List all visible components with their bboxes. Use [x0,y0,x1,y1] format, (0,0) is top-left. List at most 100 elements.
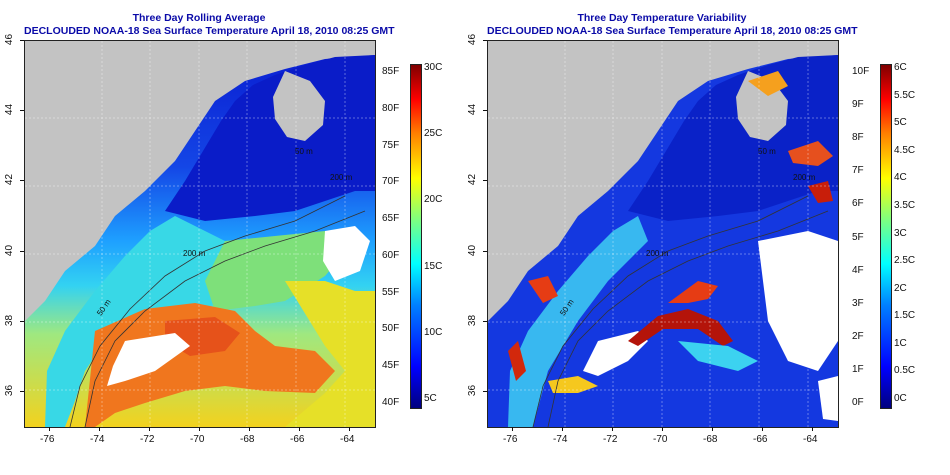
colorbar-c-label: 20C [424,194,443,206]
y-tick-label: 46 [4,33,16,46]
y-tick-label: 46 [467,33,479,46]
cloud-mask-2 [758,231,838,371]
colorbar-f-label: 75F [382,139,400,151]
x-tick-label: -74 [90,434,105,445]
y-tick-label: 36 [4,384,16,396]
colorbar-c-label: 25C [424,128,443,140]
x-tick-label: -64 [803,434,818,445]
x-tick-label: -72 [603,434,618,445]
colorbar-c-label: 2.5C [894,255,916,267]
x-tick [562,427,563,431]
slope-water [205,231,355,311]
x-tick [299,427,300,431]
offshore-warm [285,281,375,427]
cloud-mask-3 [818,376,838,421]
y-tick-label: 38 [467,314,479,326]
y-tick [483,180,487,182]
y-tick-label: 36 [467,384,479,396]
colorbar-f-label: 65F [382,213,400,225]
front-5 [528,276,558,303]
contour-200m [84,210,366,427]
cloud-mask-2 [323,226,370,281]
right-map-title: Three Day Temperature Variability [577,12,747,24]
front-4 [808,181,833,203]
x-tick-label: -66 [290,434,305,445]
front-3 [788,141,833,166]
x-tick-label: -68 [703,434,718,445]
colorbar-f-label: 10F [852,66,870,77]
y-tick [483,390,487,392]
y-tick [20,250,24,252]
colorbar-c-label: 5.5C [894,89,916,101]
colorbar-c-label: 0C [894,393,907,404]
y-tick [483,250,487,252]
front-8 [748,71,788,96]
left-map-subtitle: DECLOUDED NOAA-18 Sea Surface Temperatur… [24,25,395,37]
x-tick-label: -76 [503,434,518,445]
cloud-mask [107,333,190,386]
sst-variability-map: 200 m 50 m 200 m 50 m [487,40,839,428]
x-tick [99,427,100,431]
front-9 [678,341,758,371]
x-tick-label: -66 [753,434,768,445]
y-tick-label: 42 [467,174,479,186]
x-tick [512,427,513,431]
colorbar-c-label: 5C [894,117,907,129]
front-7 [548,376,598,393]
x-tick [149,427,150,431]
colorbar-c-label: 5C [424,393,437,404]
colorbar-f-label: 2F [852,330,864,342]
colorbar-f-label: 3F [852,297,864,309]
left-contour-label-3: 200 m [330,173,353,182]
right-contour-label-3: 200 m [793,173,816,182]
colorbar-f-label: 45F [382,360,400,372]
y-tick-label: 42 [4,174,16,186]
y-tick-label: 44 [467,104,479,116]
colorbar-c-label: 30C [424,62,443,73]
x-tick [612,427,613,431]
colorbar-f-label: 0F [852,397,864,408]
colorbar-f-label: 40F [382,397,400,408]
colorbar-f-label: 55F [382,286,400,298]
y-tick-label: 40 [467,244,479,256]
colorbar-f-label: 6F [852,198,864,210]
y-tick-label: 40 [4,244,16,256]
front-6 [508,341,526,381]
y-tick [483,320,487,322]
x-tick-label: -68 [240,434,255,445]
y-tick [20,40,24,41]
y-tick [20,320,24,322]
y-tick-label: 38 [4,314,16,326]
colorbar-c-label: 15C [424,260,443,272]
nova-scotia [273,71,325,141]
x-tick-label: -76 [40,434,55,445]
colorbar-f-label: 1F [852,363,864,375]
x-tick-label: -70 [653,434,668,445]
right-map-subtitle: DECLOUDED NOAA-18 Sea Surface Temperatur… [487,25,858,37]
colorbar-c-label: 10C [424,326,443,338]
colorbar-c-label: 4.5C [894,144,916,156]
left-contour-label-1: 200 m [183,249,206,258]
shelf-variability [508,216,648,427]
colorbar-c-label: 2C [894,282,907,294]
y-tick [483,40,487,41]
colorbar-c-label: 3.5C [894,199,916,211]
colorbar-c-label: 1.5C [894,310,916,322]
y-tick [483,110,487,112]
colorbar-f-label: 7F [852,165,864,177]
colorbar-f-label: 5F [852,231,864,243]
x-tick [349,427,350,431]
y-tick-label: 44 [4,104,16,116]
gulf-of-maine [628,55,838,221]
x-tick [249,427,250,431]
x-tick-label: -74 [553,434,568,445]
colorbar-c-label: 4C [894,172,907,184]
colorbar-f-label: 80F [382,102,400,114]
x-tick [812,427,813,431]
contour-50m [69,195,346,427]
x-tick-label: -64 [340,434,355,445]
x-tick [662,427,663,431]
sst-average-map: 200 m 50 m 200 m 50 m [24,40,376,428]
front-2 [668,281,718,303]
colorbar-c-label: 6C [894,62,907,73]
